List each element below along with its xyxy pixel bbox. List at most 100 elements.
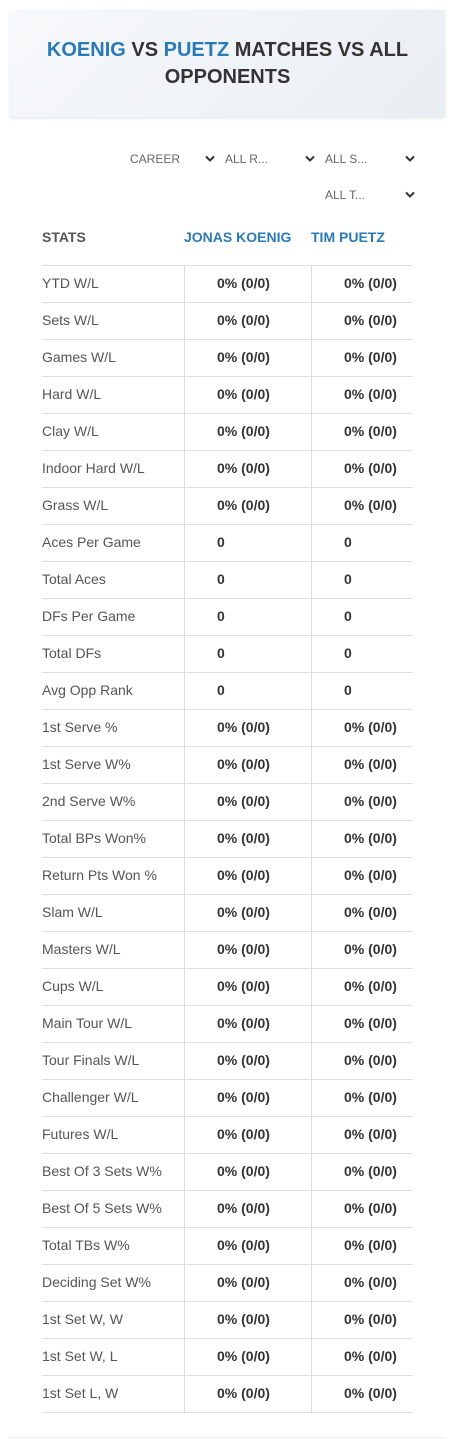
cell-value: 0: [344, 645, 352, 661]
cell-value: 0% (0/0): [344, 904, 397, 920]
cell-value: 0% (0/0): [344, 312, 397, 328]
row-label: Challenger W/L: [42, 1089, 139, 1105]
cell-value: 0: [344, 608, 352, 624]
cell-value: 0% (0/0): [344, 1311, 397, 1327]
cell-value: 0% (0/0): [344, 1163, 397, 1179]
cell-value: 0% (0/0): [344, 978, 397, 994]
header: KOENIG VS PUETZ MATCHES VS ALL OPPONENTS: [10, 10, 445, 117]
cell-value: 0% (0/0): [344, 1126, 397, 1142]
row-border: [42, 1375, 413, 1376]
cell-value: 0% (0/0): [217, 867, 270, 883]
row-border: [42, 746, 413, 747]
row-border: [42, 1264, 413, 1265]
footer-line: [10, 1437, 445, 1438]
row-label: Deciding Set W%: [42, 1274, 151, 1290]
row-border: [42, 524, 413, 525]
row-border: [42, 450, 413, 451]
row-border: [42, 598, 413, 599]
cell-value: 0% (0/0): [344, 1052, 397, 1068]
cell-value: 0% (0/0): [217, 1163, 270, 1179]
row-border: [42, 857, 413, 858]
player1: KOENIG: [46, 39, 126, 61]
cell-value: 0% (0/0): [217, 312, 270, 328]
row-label: 1st Set W, L: [42, 1348, 118, 1364]
row-border: [42, 968, 413, 969]
cell-value: 0% (0/0): [217, 275, 270, 291]
row-label: Indoor Hard W/L: [42, 460, 145, 476]
cell-value: 0% (0/0): [217, 1200, 270, 1216]
cell-value: 0% (0/0): [344, 793, 397, 809]
cell-value: 0% (0/0): [217, 1089, 270, 1105]
dropdown-label: ALL S...: [325, 152, 368, 166]
row-label: Aces Per Game: [42, 534, 141, 550]
row-label: 1st Set L, W: [42, 1385, 119, 1401]
cell-value: 0% (0/0): [217, 1348, 270, 1364]
row-label: Return Pts Won %: [42, 867, 157, 883]
chevron: [205, 155, 215, 162]
column-border: [184, 265, 185, 1412]
cell-value: 0% (0/0): [344, 275, 397, 291]
row-label: Masters W/L: [42, 941, 121, 957]
cell-value: 0% (0/0): [217, 423, 270, 439]
row-border: [42, 635, 413, 636]
row-label: DFs Per Game: [42, 608, 136, 624]
row-border: [42, 894, 413, 895]
column-header: STATS: [42, 229, 86, 245]
cell-value: 0% (0/0): [217, 756, 270, 772]
row-border: [42, 672, 413, 673]
cell-value: 0% (0/0): [344, 756, 397, 772]
title: KOENIG VS PUETZ MATCHES VS ALL OPPONENTS: [30, 37, 425, 91]
cell-value: 0% (0/0): [344, 1015, 397, 1031]
dropdown-label: ALL R...: [225, 152, 268, 166]
cell-value: 0% (0/0): [344, 719, 397, 735]
row-border: [42, 1005, 413, 1006]
cell-value: 0% (0/0): [217, 1237, 270, 1253]
cell-value: 0: [344, 571, 352, 587]
dropdown[interactable]: ALL T...: [325, 185, 415, 205]
row-border: [42, 487, 413, 488]
cell-value: 0: [217, 682, 225, 698]
cell-value: 0% (0/0): [344, 1200, 397, 1216]
cell-value: 0% (0/0): [344, 1385, 397, 1401]
row-label: Sets W/L: [42, 312, 99, 328]
dropdown[interactable]: CAREER: [130, 149, 215, 169]
row-border: [42, 265, 413, 266]
column-header[interactable]: JONAS KOENIG: [184, 229, 292, 245]
row-label: 2nd Serve W%: [42, 793, 136, 809]
row-label: Slam W/L: [42, 904, 103, 920]
row-border: [42, 302, 413, 303]
cell-value: 0% (0/0): [344, 1274, 397, 1290]
dropdown[interactable]: ALL S...: [325, 149, 415, 169]
title-rest: MATCHES VS ALL OPPONENTS: [164, 39, 409, 88]
row-label: Best Of 3 Sets W%: [42, 1163, 162, 1179]
cell-value: 0% (0/0): [217, 1126, 270, 1142]
row-label: 1st Set W, W: [42, 1311, 123, 1327]
cell-value: 0% (0/0): [344, 867, 397, 883]
chevron: [305, 155, 315, 162]
cell-value: 0% (0/0): [217, 719, 270, 735]
dropdown[interactable]: ALL R...: [225, 149, 315, 169]
row-border: [42, 339, 413, 340]
row-label: Total Aces: [42, 571, 106, 587]
cell-value: 0% (0/0): [344, 1237, 397, 1253]
row-border: [42, 1412, 413, 1413]
dropdown-label: CAREER: [130, 152, 181, 166]
row-label: Total DFs: [42, 645, 102, 661]
column-header[interactable]: TIM PUETZ: [311, 229, 385, 245]
dropdown-label: ALL T...: [325, 188, 366, 202]
row-border: [42, 1116, 413, 1117]
cell-value: 0% (0/0): [344, 830, 397, 846]
cell-value: 0% (0/0): [217, 1385, 270, 1401]
vs: VS: [131, 39, 159, 61]
cell-value: 0% (0/0): [217, 1311, 270, 1327]
row-label: Cups W/L: [42, 978, 104, 994]
row-label: YTD W/L: [42, 275, 99, 291]
cell-value: 0% (0/0): [217, 978, 270, 994]
cell-value: 0% (0/0): [217, 386, 270, 402]
cell-value: 0% (0/0): [344, 497, 397, 513]
chevron: [405, 155, 415, 162]
cell-value: 0: [344, 682, 352, 698]
row-label: Hard W/L: [42, 386, 102, 402]
cell-value: 0% (0/0): [344, 941, 397, 957]
